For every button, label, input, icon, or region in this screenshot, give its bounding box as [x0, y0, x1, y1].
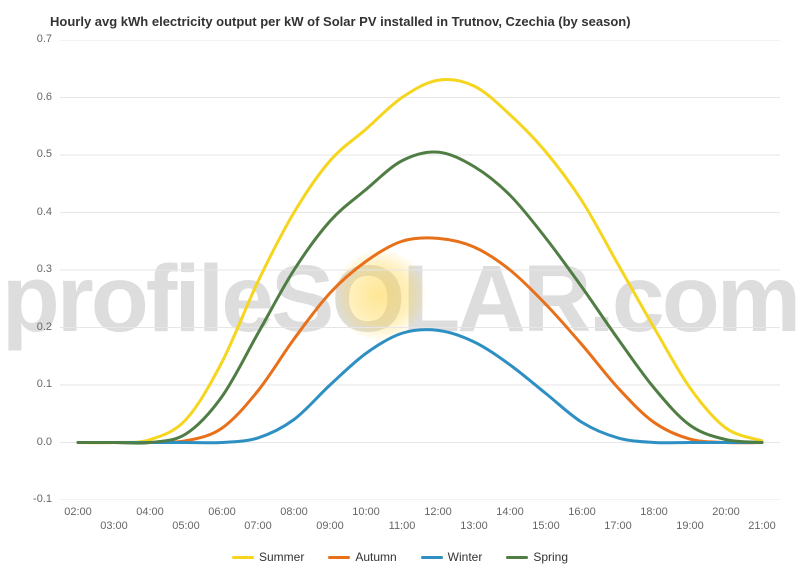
- series-line-autumn: [78, 238, 762, 443]
- x-tick-label: 11:00: [389, 520, 416, 532]
- x-tick-label: 16:00: [568, 506, 596, 518]
- x-tick-label: 05:00: [172, 520, 200, 532]
- legend-swatch: [328, 556, 350, 559]
- y-tick-label: 0.3: [12, 263, 52, 275]
- series-line-summer: [78, 80, 762, 443]
- y-tick-label: 0.6: [12, 91, 52, 103]
- x-tick-label: 03:00: [100, 520, 128, 532]
- x-tick-label: 07:00: [244, 520, 272, 532]
- series-line-spring: [78, 152, 762, 443]
- y-tick-label: 0.0: [12, 436, 52, 448]
- legend: Summer Autumn Winter Spring: [0, 549, 800, 564]
- x-tick-label: 12:00: [424, 506, 452, 518]
- y-tick-label: 0.7: [12, 33, 52, 45]
- legend-label: Winter: [448, 550, 483, 564]
- x-tick-label: 18:00: [640, 506, 668, 518]
- x-tick-label: 17:00: [604, 520, 632, 532]
- y-tick-label: 0.4: [12, 206, 52, 218]
- y-tick-label: 0.2: [12, 321, 52, 333]
- x-tick-label: 04:00: [136, 506, 164, 518]
- legend-swatch: [506, 556, 528, 559]
- line-chart: [60, 40, 780, 500]
- x-tick-label: 02:00: [64, 506, 92, 518]
- x-tick-label: 19:00: [676, 520, 704, 532]
- x-tick-label: 08:00: [280, 506, 308, 518]
- legend-swatch: [232, 556, 254, 559]
- x-tick-label: 14:00: [496, 506, 524, 518]
- x-tick-label: 13:00: [460, 520, 488, 532]
- x-tick-label: 21:00: [748, 520, 776, 532]
- legend-item-spring[interactable]: Spring: [506, 549, 568, 564]
- x-tick-label: 15:00: [532, 520, 560, 532]
- legend-item-winter[interactable]: Winter: [421, 549, 483, 564]
- legend-item-summer[interactable]: Summer: [232, 549, 304, 564]
- legend-swatch: [421, 556, 443, 559]
- y-tick-label: 0.5: [12, 148, 52, 160]
- y-tick-label: -0.1: [12, 493, 52, 505]
- x-tick-label: 10:00: [352, 506, 380, 518]
- x-tick-label: 20:00: [712, 506, 740, 518]
- legend-label: Summer: [259, 550, 304, 564]
- x-tick-label: 09:00: [316, 520, 344, 532]
- chart-title: Hourly avg kWh electricity output per kW…: [50, 14, 631, 29]
- legend-label: Spring: [533, 550, 568, 564]
- legend-label: Autumn: [355, 550, 396, 564]
- x-tick-label: 06:00: [208, 506, 236, 518]
- chart-container: profileSOLAR.com Hourly avg kWh electric…: [0, 0, 800, 570]
- legend-item-autumn[interactable]: Autumn: [328, 549, 396, 564]
- y-tick-label: 0.1: [12, 378, 52, 390]
